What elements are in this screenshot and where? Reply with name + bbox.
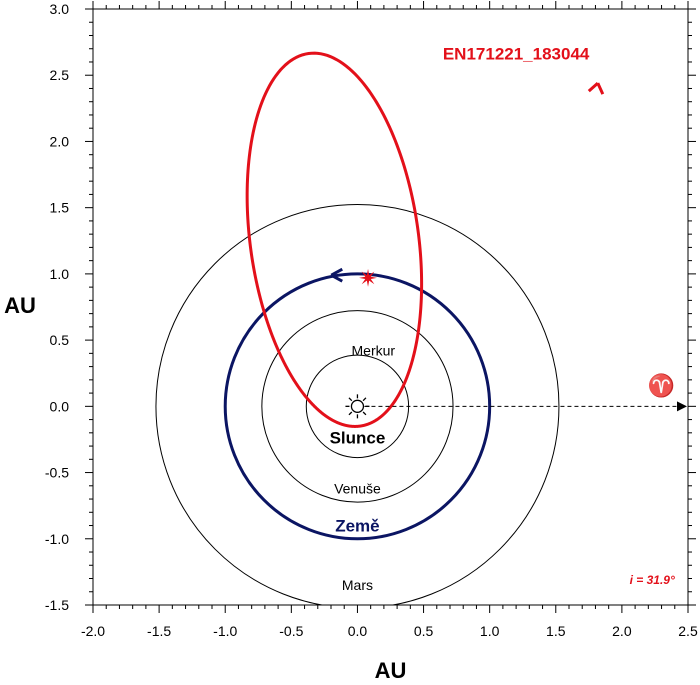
orbit-label-venuše: Venuše (334, 481, 381, 497)
y-tick-label: 3.0 (50, 1, 70, 17)
y-tick-label: 1.5 (50, 200, 70, 216)
meteoroid-orbit (245, 51, 424, 428)
x-tick-label: 2.0 (612, 623, 632, 639)
meteoroid-orbit-label: EN171221_183044 (443, 44, 590, 63)
sun-icon (350, 399, 365, 413)
y-tick-label: 0.5 (50, 332, 70, 348)
x-tick-label: 1.5 (546, 623, 566, 639)
sun-ray (348, 411, 353, 416)
sun-ray (362, 397, 367, 402)
x-tick-label: -2.0 (81, 623, 105, 639)
y-tick-label: -1.0 (45, 531, 69, 547)
orbit-venuše (261, 310, 454, 503)
y-tick-label: 0.0 (50, 398, 70, 414)
sun-ray (348, 397, 353, 402)
orbit-label-merkur: Merkur (352, 342, 396, 358)
earth-direction-arrow (330, 267, 343, 283)
equinox-arrowhead (677, 401, 687, 412)
inclination-label: i = 31.9° (630, 573, 675, 587)
x-tick-label: 0.5 (414, 623, 434, 639)
orbit-label-země: Země (335, 516, 379, 535)
y-axis-title: AU (4, 293, 36, 318)
x-tick-label: -1.0 (213, 623, 237, 639)
vernal-equinox-symbol: ♈ (648, 373, 675, 398)
x-tick-label: 1.0 (480, 623, 500, 639)
meteoroid-direction-arrow (587, 81, 605, 95)
y-tick-label: 2.5 (50, 67, 70, 83)
orbit-label-mars: Mars (342, 577, 373, 593)
plot-frame (92, 8, 689, 606)
x-tick-label: 2.5 (678, 623, 698, 639)
orbits-layer (155, 51, 560, 605)
sun-ray (362, 411, 367, 416)
y-tick-label: 2.0 (50, 133, 70, 149)
y-tick-label: -1.5 (45, 597, 69, 613)
y-tick-label: 1.0 (50, 266, 70, 282)
labels-layer: -2.0 -1.5 -1.0 -0.5 0.0 0.5 1.0 1.5 2.0 2.5 -1.5 -1… (45, 1, 698, 639)
orbit-mars (155, 204, 560, 605)
encounter-star-icon (359, 268, 378, 287)
x-tick-label: -0.5 (279, 623, 303, 639)
sun-label: Slunce (330, 428, 386, 447)
x-axis-title: AU (375, 658, 407, 683)
x-tick-label: -1.5 (147, 623, 171, 639)
y-tick-label: -0.5 (45, 465, 69, 481)
x-tick-label: 0.0 (348, 623, 368, 639)
orbit-země (223, 272, 492, 541)
axis-ticks (85, 1, 696, 613)
